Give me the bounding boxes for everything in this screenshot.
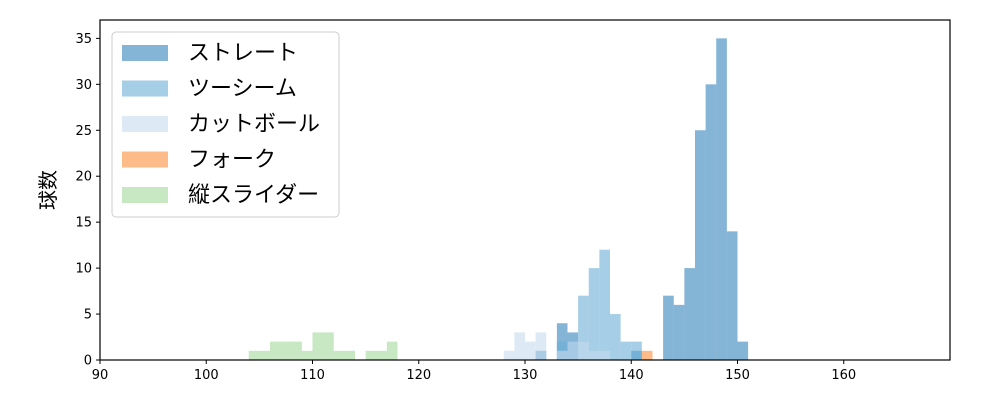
histogram-bars <box>248 38 749 360</box>
legend-label-1: ツーシーム <box>188 77 297 102</box>
y-tick-label-3: 15 <box>75 216 92 231</box>
bar-series-2-bin-2 <box>525 341 536 360</box>
legend-label-3: フォーク <box>188 148 276 173</box>
bar-series-2-bin-4 <box>556 350 568 360</box>
x-tick-label-5: 140 <box>619 368 644 383</box>
bar-series-4-bin-2 <box>301 350 313 360</box>
bar-series-0-bin-10 <box>726 231 738 360</box>
y-axis: 0 5 10 15 20 25 30 35 <box>75 32 100 369</box>
bar-series-4-bin-0 <box>248 350 270 360</box>
legend-label-2: カットボール <box>188 112 320 137</box>
legend-box <box>111 31 340 218</box>
bar-series-4-bin-3 <box>312 332 334 360</box>
bar-series-0-bin-11 <box>737 341 749 360</box>
bar-series-2-bin-0 <box>503 350 515 360</box>
bar-series-2-bin-6 <box>578 341 589 360</box>
bar-series-0-bin-8 <box>705 84 717 360</box>
bar-series-1-bin-5 <box>610 314 621 360</box>
bar-series-1-bin-4 <box>599 249 610 360</box>
bar-series-2-bin-3 <box>535 332 547 360</box>
y-axis-label: 球数 <box>36 170 60 210</box>
x-tick-label-4: 130 <box>513 368 538 383</box>
legend-label-0: ストレート <box>188 41 298 66</box>
legend-swatch-4 <box>122 187 168 203</box>
bar-series-4-bin-1 <box>270 341 302 360</box>
bar-series-4-bin-6 <box>386 341 398 360</box>
bar-series-2-bin-8 <box>599 350 610 360</box>
x-axis: 90 100 110 120 130 140 150 160 <box>92 360 856 383</box>
y-tick-label-6: 30 <box>75 78 92 93</box>
legend-swatch-3 <box>122 151 168 168</box>
x-tick-label-6: 150 <box>725 368 750 383</box>
bar-series-0-bin-9 <box>716 38 727 360</box>
legend-swatch-0 <box>122 45 168 61</box>
y-tick-label-2: 10 <box>75 262 92 277</box>
bar-series-4-bin-5 <box>365 350 387 360</box>
x-tick-label-0: 90 <box>92 368 109 383</box>
bar-series-4-bin-4 <box>333 350 355 360</box>
y-tick-label-1: 5 <box>84 308 92 323</box>
x-tick-label-1: 100 <box>194 368 219 383</box>
bar-series-0-bin-7 <box>695 130 706 360</box>
y-tick-label-0: 0 <box>84 354 92 369</box>
bar-series-0-bin-4 <box>663 295 674 360</box>
bar-series-1-bin-2 <box>578 295 589 360</box>
bar-series-2-bin-7 <box>588 350 600 360</box>
y-tick-label-4: 20 <box>75 170 92 185</box>
bar-series-1-bin-0 <box>556 341 568 360</box>
x-tick-label-3: 120 <box>406 368 431 383</box>
x-tick-label-2: 110 <box>300 368 325 383</box>
bar-series-0-bin-5 <box>673 304 685 360</box>
legend-label-4: 縦スライダー <box>188 183 319 208</box>
bar-series-2-bin-1 <box>514 332 525 360</box>
bar-series-1-bin-7 <box>631 341 642 360</box>
legend-swatch-2 <box>122 116 168 132</box>
bar-series-3-bin-0 <box>641 350 653 360</box>
bar-series-2-bin-5 <box>567 341 579 360</box>
legend-swatch-1 <box>122 80 168 97</box>
bar-series-0-bin-6 <box>684 268 695 360</box>
bar-series-1-bin-6 <box>620 341 632 360</box>
y-tick-label-7: 35 <box>75 32 92 47</box>
bar-series-1-bin-3 <box>588 268 600 360</box>
y-tick-label-5: 25 <box>75 124 92 139</box>
x-tick-label-7: 160 <box>831 368 856 383</box>
